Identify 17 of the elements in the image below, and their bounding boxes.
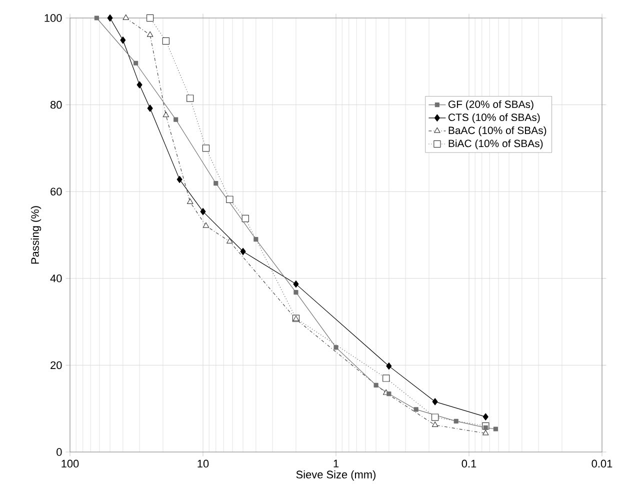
legend-label: CTS (10% of SBAs) — [448, 113, 540, 124]
legend-label: BiAC (10% of SBAs) — [448, 139, 543, 150]
y-tick-label: 100 — [44, 14, 62, 22]
x-tick-label: 0.01 — [592, 460, 612, 468]
x-tick-label: 0.1 — [462, 460, 476, 468]
legend-label: GF (20% of SBAs) — [448, 100, 534, 110]
y-axis-title: Passing (%) — [30, 206, 42, 264]
x-axis-title: Sieve Size (mm) — [296, 470, 376, 481]
y-tick-label: 60 — [50, 188, 62, 196]
x-tick-label: 1 — [334, 460, 339, 468]
y-tick-label: 40 — [50, 274, 62, 282]
y-tick-label: 0 — [56, 448, 62, 456]
legend-label: BaAC (10% of SBAs) — [448, 126, 546, 136]
y-tick-label: 20 — [50, 361, 62, 370]
x-tick-label: 10 — [198, 460, 209, 468]
x-tick-label: 100 — [62, 460, 79, 468]
y-tick-label: 80 — [50, 100, 62, 109]
